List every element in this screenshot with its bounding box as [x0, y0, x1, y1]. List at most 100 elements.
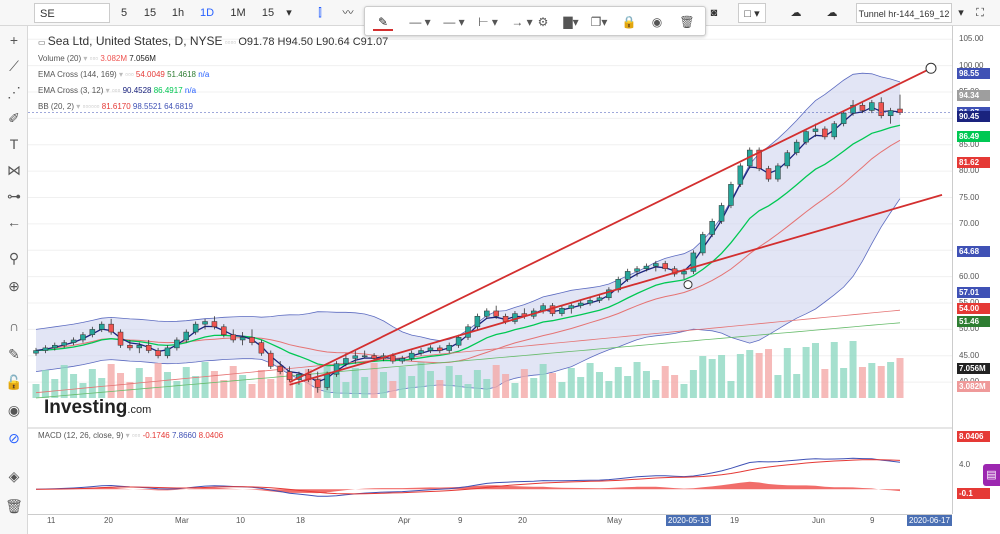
- pencil-icon[interactable]: ✎: [373, 13, 393, 31]
- candle-body: [737, 165, 744, 185]
- layers-icon[interactable]: ◈: [8, 468, 20, 484]
- line-style-icon[interactable]: — ▾: [409, 15, 431, 29]
- candle-body: [183, 331, 190, 341]
- volume-bar: [32, 384, 40, 398]
- pencil-lock-icon[interactable]: ✎: [8, 346, 20, 362]
- candle-body: [634, 268, 640, 272]
- volume-bar: [417, 362, 425, 398]
- candle-body: [418, 350, 424, 354]
- volume-bar: [671, 375, 679, 398]
- copy-icon[interactable]: ❐▾: [590, 15, 608, 29]
- interval-5[interactable]: 5: [120, 7, 128, 19]
- symbol-search-input[interactable]: SE: [34, 3, 110, 23]
- candle-body: [700, 234, 706, 254]
- macd-signal-tag: 8.0406: [957, 431, 990, 442]
- camera-icon[interactable]: ◙: [710, 7, 718, 19]
- chevron-down-icon[interactable]: ▾: [958, 7, 964, 19]
- volume-bar: [473, 370, 481, 398]
- interval-1m[interactable]: 1M: [230, 7, 246, 19]
- candle-type-icon[interactable]: ⫿: [318, 7, 322, 19]
- pattern-icon[interactable]: ⋈: [7, 162, 21, 178]
- indicator-value: 54.0049: [135, 70, 165, 79]
- volume-bar: [642, 371, 650, 398]
- magnet-icon[interactable]: ∩: [8, 318, 20, 334]
- candle-body: [803, 131, 809, 143]
- eye-icon[interactable]: ◉: [651, 15, 663, 29]
- candle-body: [559, 308, 565, 314]
- last-date-tag: 2020-06-17: [907, 515, 952, 526]
- zoom-icon[interactable]: ⊕: [8, 278, 20, 294]
- interval-15-menu[interactable]: 15: [261, 7, 275, 19]
- indicator-label: EMA Cross (3, 12): [38, 86, 104, 95]
- volume-bar: [436, 380, 444, 398]
- link-icon[interactable]: ⊘: [8, 430, 20, 446]
- volume-bar: [154, 363, 162, 398]
- chevron-down-icon[interactable]: ▾: [286, 7, 292, 19]
- price-tick: 75.00: [959, 192, 980, 202]
- volume-bar: [182, 367, 190, 398]
- candle-body: [98, 323, 105, 330]
- brush-icon[interactable]: ✐: [8, 110, 20, 126]
- line-width-icon[interactable]: — ▾: [443, 15, 465, 29]
- cloud-download-icon[interactable]: ☁: [790, 7, 802, 19]
- interval-1h[interactable]: 1h: [171, 7, 185, 19]
- collapse-icon[interactable]: ▭: [38, 38, 46, 47]
- volume-bar: [821, 369, 829, 398]
- volume-bar: [887, 362, 895, 398]
- color-select[interactable]: □ ▾: [738, 3, 766, 23]
- volume-bar: [811, 343, 819, 398]
- text-icon[interactable]: T: [9, 136, 19, 152]
- volume-bar: [558, 382, 566, 398]
- interval-1d[interactable]: 1D: [199, 7, 215, 19]
- crosshair-icon[interactable]: +: [9, 32, 19, 48]
- fullscreen-icon[interactable]: ⛶: [976, 7, 984, 19]
- time-axis[interactable]: [28, 514, 952, 534]
- bollinger-band-fill: [36, 73, 900, 394]
- eye-icon[interactable]: ◉: [7, 402, 21, 418]
- candle-body: [117, 331, 124, 346]
- volume-bar: [624, 376, 632, 398]
- measure-icon[interactable]: ⊶: [7, 188, 21, 204]
- lock-icon[interactable]: 🔓: [5, 374, 23, 390]
- candle-body: [371, 355, 377, 359]
- line-end-icon[interactable]: → ▾: [511, 15, 533, 29]
- candle-body: [61, 342, 67, 346]
- chat-icon[interactable]: ▤: [983, 464, 1000, 486]
- volume-bar: [586, 363, 594, 398]
- volume-bar: [840, 368, 848, 398]
- trash-icon[interactable]: 🗑: [679, 15, 695, 29]
- magic-icon[interactable]: ⚲: [8, 250, 20, 266]
- gear-icon[interactable]: ⚙: [537, 15, 549, 29]
- time-tick: 11: [47, 516, 56, 525]
- candle-body: [897, 108, 903, 114]
- lock-icon[interactable]: 🔒: [621, 15, 637, 29]
- template-select[interactable]: Tunnel hr-144_169_12: [856, 3, 952, 23]
- indicator-icon[interactable]: 〰: [342, 7, 354, 19]
- candle-body: [70, 339, 77, 343]
- volume-bar: [370, 363, 378, 398]
- volume-bar: [239, 375, 247, 398]
- candle-body: [136, 344, 143, 349]
- candle-body: [493, 310, 499, 317]
- volume-bar: [595, 372, 603, 398]
- trend-line-icon[interactable]: ⟋: [9, 58, 19, 74]
- volume-bar: [605, 381, 613, 398]
- time-tick: 9: [458, 516, 463, 525]
- indicator-value: 90.4528: [122, 86, 152, 95]
- line-start-icon[interactable]: ⊢ ▾: [478, 15, 498, 29]
- candle-body: [455, 337, 462, 346]
- candle-body: [484, 310, 490, 317]
- cloud-upload-icon[interactable]: ☁: [826, 7, 838, 19]
- trash-icon[interactable]: 🗑: [5, 498, 23, 514]
- fib-icon[interactable]: ⋰: [7, 84, 21, 100]
- interval-15[interactable]: 15: [143, 7, 157, 19]
- back-arrow-icon[interactable]: ←: [7, 214, 21, 230]
- volume-bar: [492, 365, 500, 398]
- time-tick: 18: [296, 516, 305, 525]
- legend-controls[interactable]: ▫▫▫▫: [224, 38, 237, 47]
- candle-body: [709, 221, 715, 235]
- price-tick: 80.00: [959, 166, 980, 176]
- fill-icon[interactable]: ▇▾: [563, 15, 579, 29]
- trend-handle: [683, 280, 693, 290]
